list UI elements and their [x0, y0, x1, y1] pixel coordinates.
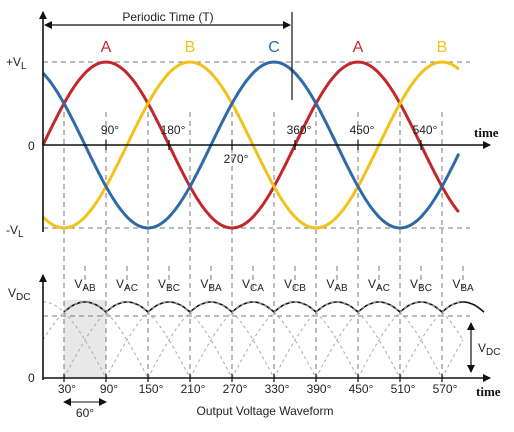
overlap-arc-2	[63, 301, 191, 379]
phase-c-wave	[41, 60, 461, 230]
line-voltage-label-1: VAB	[74, 277, 96, 294]
overlap-arc-11	[441, 339, 464, 379]
overlap-arc-8	[315, 301, 443, 379]
overlap-arc-0	[42, 301, 107, 379]
lower-angle-label-3: 150°	[139, 382, 164, 396]
time-label-bottom: time	[476, 384, 501, 399]
span-label: 60°	[76, 406, 94, 420]
text-labels: A B C A B 90° 180° 270° 360° 450° 540° VAB VAC VBC VBA…	[58, 39, 474, 396]
phase-label-3: C	[268, 39, 280, 56]
line-voltage-label-8: VAC	[368, 277, 390, 294]
line-voltage-label-4: VBA	[200, 277, 222, 294]
negative-peak-label: -VL	[6, 223, 24, 240]
positive-peak-label: +VL	[6, 55, 27, 72]
lower-angle-label-8: 450°	[349, 382, 374, 396]
phase-waveforms	[41, 60, 461, 230]
zero-label-top: 0	[28, 139, 35, 153]
guide-lines	[43, 61, 470, 378]
line-voltage-label-2: VAC	[116, 277, 138, 294]
overlap-arc-6	[231, 301, 359, 379]
lower-angle-label-2: 90°	[100, 382, 118, 396]
phase-label-5: B	[437, 39, 448, 56]
line-voltage-label-7: VAB	[326, 277, 348, 294]
overlap-arc-5	[189, 301, 317, 379]
line-voltage-label-9: VBC	[410, 277, 432, 294]
line-voltage-label-6: VCB	[284, 277, 306, 294]
upper-angle-label-4: 360°	[287, 123, 312, 137]
lower-angle-label-6: 330°	[265, 382, 290, 396]
lower-angle-label-9: 510°	[391, 382, 416, 396]
lower-angle-label-7: 390°	[307, 382, 332, 396]
periodic-time-label: Periodic Time (T)	[122, 10, 213, 24]
lower-angle-label-1: 30°	[58, 382, 76, 396]
caption: Output Voltage Waveform	[197, 404, 334, 418]
overlap-arc-3	[105, 301, 233, 379]
line-voltage-label-5: VCA	[242, 277, 264, 294]
phase-label-2: B	[185, 39, 196, 56]
output-waveform	[42, 301, 485, 379]
upper-angle-label-1: 90°	[101, 123, 119, 137]
lower-angle-label-4: 210°	[181, 382, 206, 396]
phase-b-wave	[41, 60, 460, 230]
overlap-arc-9	[357, 301, 464, 379]
upper-angle-label-2: 180°	[161, 123, 186, 137]
line-voltage-label-10: VBA	[452, 277, 474, 294]
overlap-arc-7	[273, 301, 401, 379]
overlap-arc-10	[399, 301, 464, 379]
overlap-arc-4	[147, 301, 275, 379]
vdc-right-label: VDC	[478, 341, 500, 358]
line-voltage-label-3: VBC	[158, 277, 180, 294]
vdc-left-label: VDC	[8, 286, 30, 303]
phase-label-4: A	[353, 39, 364, 56]
upper-angle-label-6: 540°	[413, 123, 438, 137]
phase-a-wave	[41, 60, 460, 230]
time-label-top: time	[474, 125, 499, 140]
zero-label-bottom: 0	[28, 371, 35, 385]
phase-label-1: A	[101, 39, 112, 56]
lower-angle-label-5: 270°	[223, 382, 248, 396]
lower-angle-label-10: 570°	[433, 382, 458, 396]
upper-angle-label-5: 450°	[350, 123, 375, 137]
upper-angle-label-3: 270°	[224, 152, 249, 166]
